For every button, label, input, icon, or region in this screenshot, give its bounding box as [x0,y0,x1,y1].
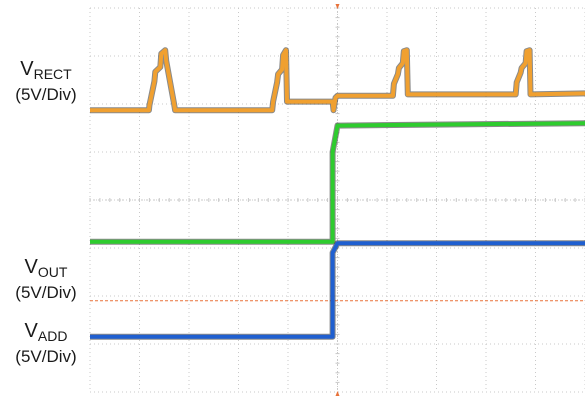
vrect-name: V [20,58,34,80]
vout-name: V [24,256,38,278]
vout-scale: (5V/Div) [15,283,77,302]
trace-vout [90,121,585,244]
trace-vrect [90,48,585,113]
waveform-traces [90,47,585,340]
vadd-name: V [24,320,38,342]
trigger-marker-bottom [335,391,340,396]
trigger-marker-top [335,4,340,9]
vout-label: VOUT (5V/Div) [0,256,92,303]
oscilloscope-grid [89,4,585,396]
vrect-scale: (5V/Div) [15,85,77,104]
vadd-subscript: ADD [37,328,68,344]
vadd-label: VADD (5V/Div) [0,320,92,367]
vrect-label: VRECT (5V/Div) [0,58,92,105]
vout-subscript: OUT [37,264,68,280]
trace-vadd [90,241,585,339]
vrect-subscript: RECT [33,66,72,82]
vadd-scale: (5V/Div) [15,347,77,366]
